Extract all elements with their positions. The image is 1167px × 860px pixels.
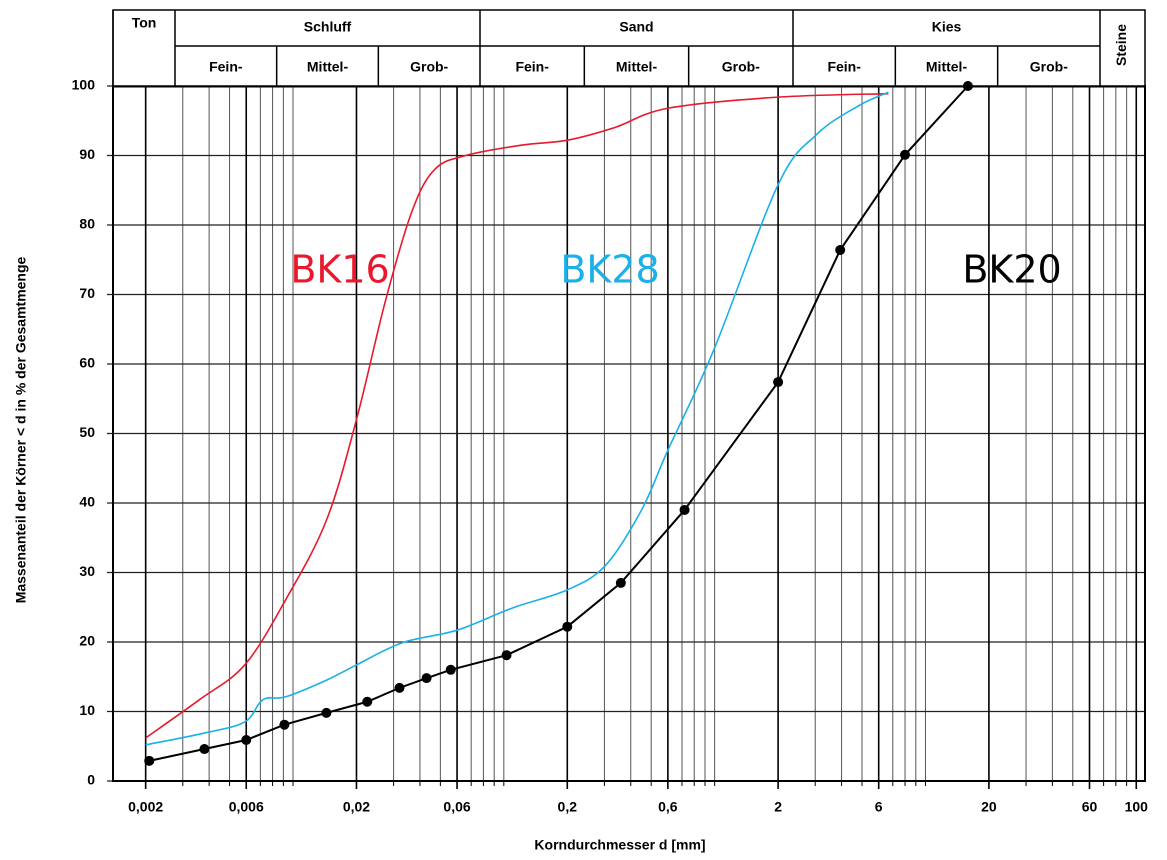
soil-class-label: Sand bbox=[619, 19, 653, 35]
x-tick-label: 6 bbox=[875, 799, 883, 815]
data-point bbox=[279, 719, 290, 730]
soil-class-label: Kies bbox=[932, 19, 962, 35]
series-label: BK20 bbox=[962, 248, 1061, 292]
soil-subclass-label: Mittel- bbox=[926, 59, 968, 75]
y-tick-label: 0 bbox=[87, 772, 95, 788]
data-point bbox=[679, 504, 690, 515]
x-axis-label: Korndurchmesser d [mm] bbox=[534, 837, 705, 853]
data-point bbox=[445, 664, 456, 675]
series-line bbox=[145, 91, 889, 746]
y-tick-label: 80 bbox=[79, 216, 95, 232]
x-tick-label: 0,002 bbox=[128, 799, 163, 815]
header-frame bbox=[112, 9, 1146, 87]
soil-subclass-label: Fein- bbox=[827, 59, 861, 75]
x-tick-label: 2 bbox=[774, 799, 782, 815]
x-tick-label: 0,6 bbox=[658, 799, 678, 815]
series-label: BK28 bbox=[560, 248, 659, 292]
y-tick-label: 40 bbox=[79, 494, 95, 510]
series-line bbox=[145, 92, 889, 739]
soil-subclass-label: Fein- bbox=[209, 59, 243, 75]
x-tick-label: 0,2 bbox=[558, 799, 578, 815]
soil-subclass-label: Grob- bbox=[722, 59, 760, 75]
data-point bbox=[421, 673, 432, 684]
soil-class-label: Schluff bbox=[304, 19, 352, 35]
y-axis-label: Massenanteil der Körner < d in % der Ges… bbox=[13, 256, 29, 603]
data-point bbox=[962, 81, 973, 91]
y-tick-label: 70 bbox=[79, 285, 95, 301]
data-point bbox=[501, 650, 512, 661]
data-point bbox=[321, 707, 332, 718]
y-tick-label: 30 bbox=[79, 563, 95, 579]
y-tick-label: 50 bbox=[79, 424, 95, 440]
soil-subclass-label: Grob- bbox=[410, 59, 448, 75]
y-tick-label: 100 bbox=[72, 77, 96, 93]
x-tick-label: 0,02 bbox=[343, 799, 370, 815]
data-point bbox=[900, 149, 911, 160]
y-tick-label: 60 bbox=[79, 355, 95, 371]
soil-class-label: Ton bbox=[132, 15, 157, 31]
series-label: BK16 bbox=[290, 248, 389, 292]
series-line bbox=[149, 85, 969, 762]
data-point bbox=[199, 744, 210, 755]
data-point bbox=[241, 734, 252, 745]
data-point bbox=[835, 245, 846, 256]
data-point bbox=[562, 621, 573, 632]
data-point bbox=[394, 682, 405, 693]
y-tick-label: 20 bbox=[79, 633, 95, 649]
data-point bbox=[144, 755, 155, 766]
x-tick-label: 0,006 bbox=[229, 799, 264, 815]
y-tick-label: 10 bbox=[79, 702, 95, 718]
y-tick-label: 90 bbox=[79, 146, 95, 162]
x-tick-label: 100 bbox=[1125, 799, 1149, 815]
data-point bbox=[615, 577, 626, 588]
soil-subclass-label: Mittel- bbox=[616, 59, 658, 75]
x-tick-label: 20 bbox=[981, 799, 997, 815]
soil-subclass-label: Fein- bbox=[515, 59, 549, 75]
soil-class-label: Steine bbox=[1113, 24, 1129, 66]
data-point bbox=[362, 696, 373, 707]
soil-subclass-label: Grob- bbox=[1030, 59, 1068, 75]
x-tick-label: 60 bbox=[1082, 799, 1098, 815]
soil-subclass-label: Mittel- bbox=[307, 59, 349, 75]
x-tick-label: 0,06 bbox=[443, 799, 470, 815]
data-point bbox=[773, 377, 784, 388]
